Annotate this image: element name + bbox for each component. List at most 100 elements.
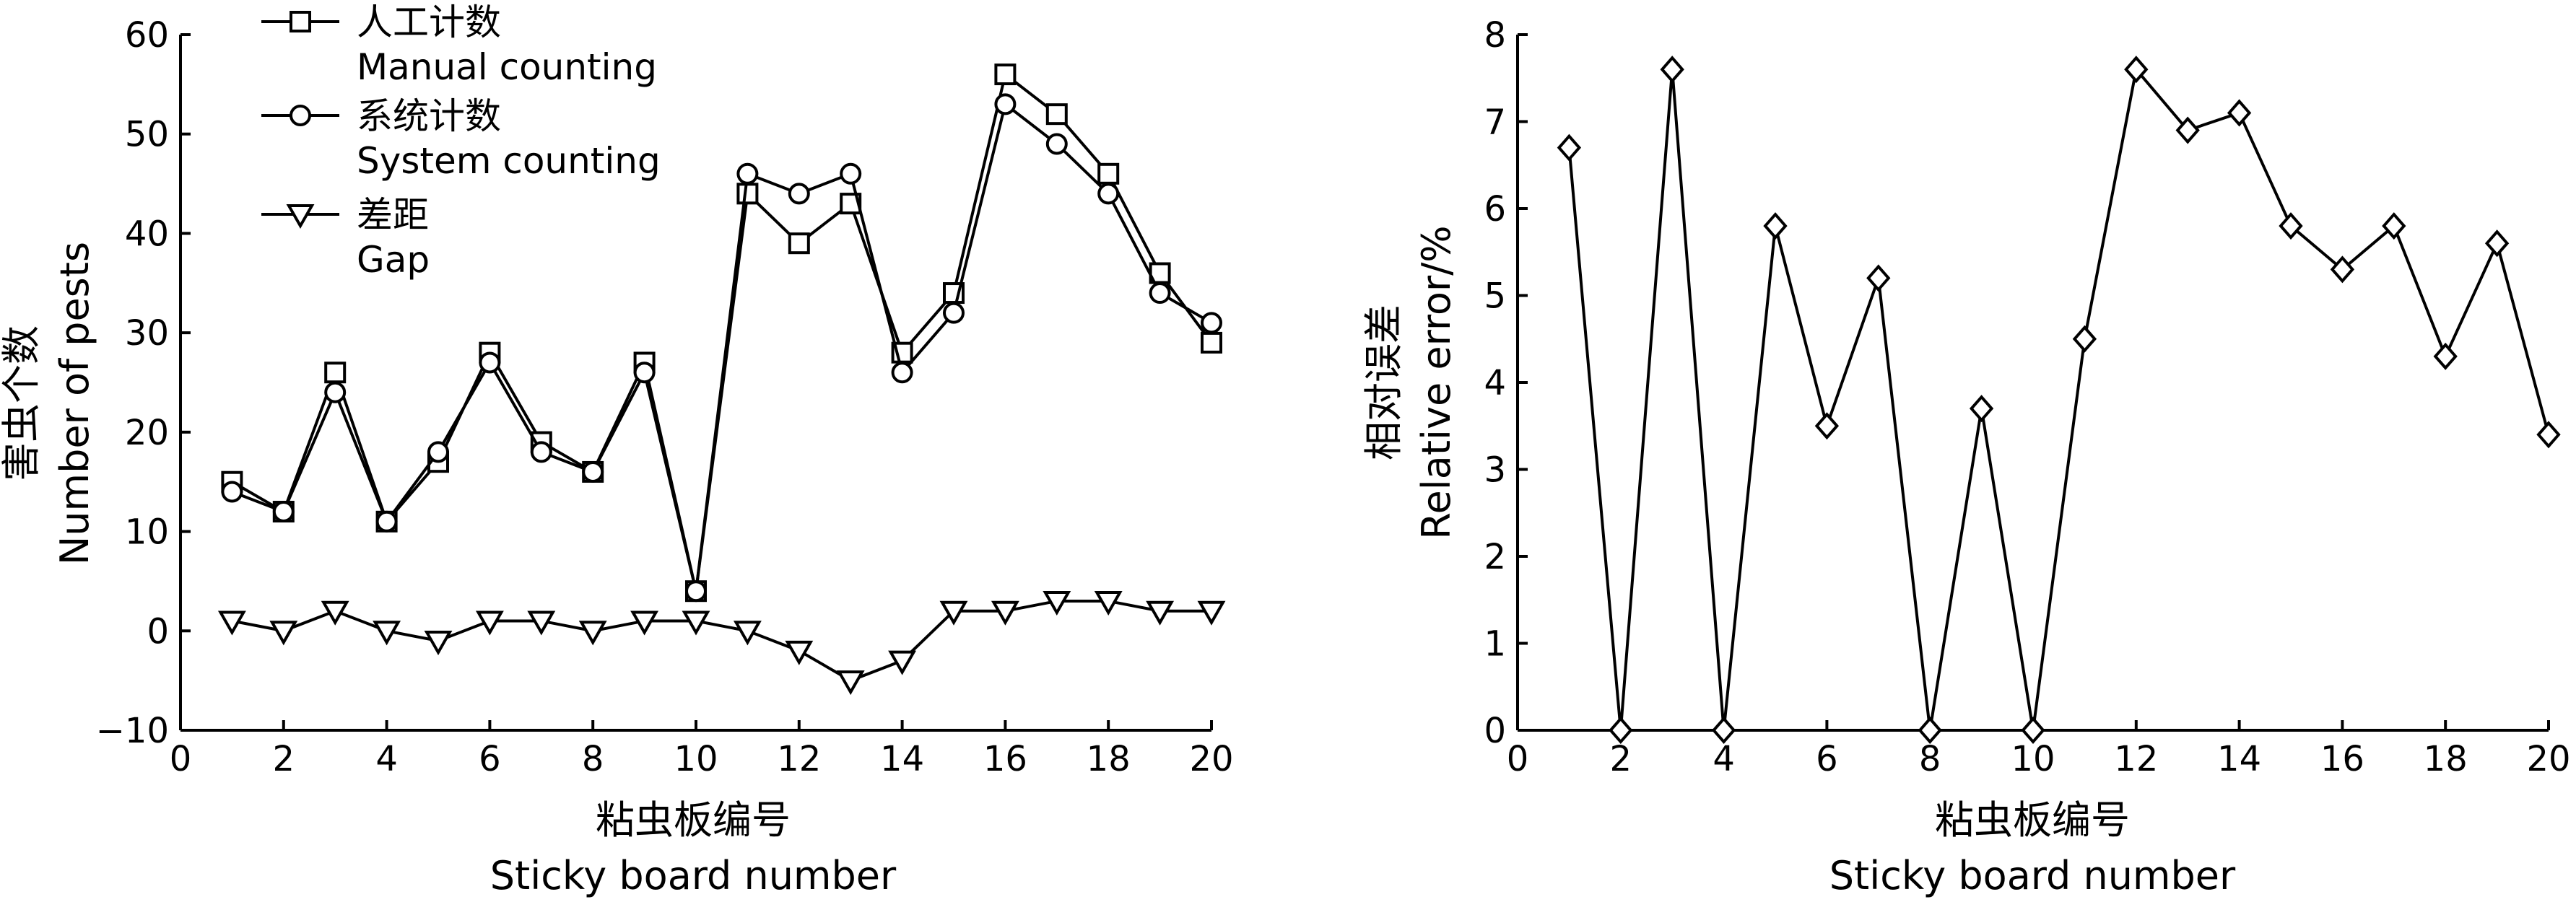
relative-error-series-0-point <box>2124 56 2149 84</box>
relative-error-series-0-point <box>2021 716 2045 745</box>
relative-error-y-tick-label: 2 <box>1484 537 1506 577</box>
pest-count-series-0-point <box>788 232 810 255</box>
relative-error-y-title: 相对误差 <box>1361 305 1406 460</box>
pest-count-y-tick-label: 20 <box>125 413 169 453</box>
pest-count-series-2-point <box>578 621 607 646</box>
pest-count-series-0-point <box>994 64 1017 86</box>
pest-count-x-tick-label: 16 <box>983 739 1027 779</box>
pest-count-x-tick-label: 20 <box>1189 739 1233 779</box>
pest-count-series-1-point <box>427 441 449 463</box>
pest-count-x-tick-label: 2 <box>273 739 295 779</box>
relative-error-x-tick-label: 14 <box>2217 739 2261 779</box>
pest-count-series-0-point <box>1045 103 1068 126</box>
relative-error-x-tick-label: 2 <box>1610 739 1632 779</box>
pest-count-x-tick-label: 12 <box>777 739 821 779</box>
relative-error-x-title: 粘虫板编号 <box>1935 797 2130 843</box>
pest-count-x-tick-label: 0 <box>170 739 192 779</box>
legend-label-2: 差距 <box>357 194 429 236</box>
pest-count-series-2-point <box>939 600 968 626</box>
pest-count-series-2-point <box>1043 590 1071 616</box>
pest-count-series-2-point <box>424 631 453 656</box>
pest-count-y-tick-label: 50 <box>125 115 169 155</box>
pest-count-series-2-point <box>527 610 556 636</box>
relative-error-y-tick-label: 0 <box>1484 711 1506 751</box>
pest-count-series-1-point <box>582 460 604 483</box>
relative-error-x-tick-label: 6 <box>1816 739 1838 779</box>
relative-error-x-tick-label: 10 <box>2011 739 2055 779</box>
relative-error-series-0-point <box>2227 99 2252 127</box>
pest-count-x-tick-label: 18 <box>1087 739 1131 779</box>
pest-count-series-1-point <box>375 510 398 533</box>
pest-count-series-2-point <box>785 640 814 665</box>
pest-count-series-1-point <box>530 441 552 463</box>
relative-error-series-0-point <box>2484 229 2510 258</box>
relative-error-y-tick-label: 8 <box>1484 15 1506 56</box>
relative-error-series-0-point <box>1660 56 1684 84</box>
pest-count-series-1-point <box>272 501 295 523</box>
pest-count-x-tick-label: 4 <box>375 739 398 779</box>
pest-count-series-2-point <box>836 670 865 696</box>
relative-error-series-0-point <box>1763 212 1788 240</box>
legend-label-0: 人工计数 <box>357 1 501 43</box>
pest-count-series-2-point <box>1094 590 1123 616</box>
pest-count-series-1-point <box>891 362 913 384</box>
relative-error-axes <box>1516 35 2549 732</box>
relative-error-series-0-point <box>1557 133 1582 162</box>
pest-count-y-tick-label: 10 <box>125 512 169 553</box>
pest-count-y-tick-label: 0 <box>147 611 169 652</box>
pest-count-series-0-point <box>736 183 759 205</box>
relative-error-series-0-point <box>1609 716 1633 745</box>
relative-error-x-tick-label: 20 <box>2526 739 2570 779</box>
relative-error-x-tick-label: 16 <box>2320 739 2364 779</box>
pest-count-y-tick-label: 60 <box>125 15 169 56</box>
pest-count-x-tick-label: 10 <box>674 739 718 779</box>
pest-count-series-1-line <box>231 101 1213 592</box>
pest-count-x-tick-label: 14 <box>880 739 924 779</box>
legend-label-1: 系统计数 <box>357 95 501 137</box>
relative-error-y-tick-label: 1 <box>1484 624 1506 665</box>
pest-count-series-1-point <box>479 351 501 374</box>
pest-count-series-2-point <box>1146 600 1175 626</box>
pest-count-series-0-point <box>1097 162 1120 185</box>
relative-error-y-tick-label: 5 <box>1484 276 1506 317</box>
pest-count-y-tick-label: −10 <box>96 711 169 751</box>
relative-error-series-0-line <box>1567 66 2550 731</box>
relative-error-x-tick-label: 12 <box>2114 739 2158 779</box>
relative-error-series-0-point <box>1918 716 1942 745</box>
relative-error-series-0-point <box>2330 255 2355 284</box>
relative-error-series-0-point <box>2175 116 2200 144</box>
pest-count-series-2-point <box>321 600 349 626</box>
pest-count-y-title: 害虫个数 <box>0 325 44 481</box>
pest-count-x-tick-label: 6 <box>479 739 501 779</box>
relative-error-series <box>1557 56 2561 745</box>
legend-marker-0 <box>290 11 311 32</box>
pest-count-series-2-point <box>888 650 917 675</box>
legend-label-en-2: Gap <box>357 239 430 281</box>
legend-label-en-0: Manual counting <box>357 46 657 88</box>
legend-label-en-1: System counting <box>357 140 661 182</box>
pest-count-series-1-point <box>788 183 810 205</box>
relative-error-x-tick-label: 4 <box>1713 739 1735 779</box>
relative-error-y-title-en: Relative error/% <box>1414 225 1459 539</box>
pest-count-y-tick-label: 30 <box>125 313 169 354</box>
pest-count-series-2-point <box>682 610 710 636</box>
relative-error-y-tick-label: 3 <box>1484 450 1506 491</box>
pest-count-series <box>217 64 1226 696</box>
pest-count-series-0-point <box>1201 331 1222 354</box>
pest-count-series-1-point <box>1045 133 1068 155</box>
pest-count-series-1-point <box>994 93 1017 115</box>
relative-error-series-0-point <box>2536 421 2561 449</box>
relative-error-y-tick-label: 7 <box>1484 102 1506 143</box>
pest-count-series-2-point <box>991 600 1019 626</box>
pest-count-y-tick-label: 40 <box>125 214 169 254</box>
pest-count-series-1-point <box>1201 312 1222 334</box>
pest-count-series-1-point <box>685 580 707 603</box>
pest-count-series-0-point <box>324 362 347 384</box>
pest-count-series-2-point <box>630 610 659 636</box>
pest-count-series-1-point <box>736 162 759 185</box>
